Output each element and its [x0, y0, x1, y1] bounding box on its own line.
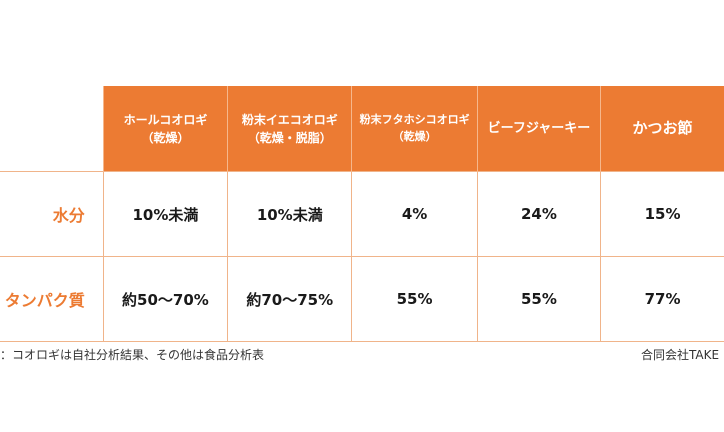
header-line: ビーフジャーキー	[487, 120, 591, 136]
header-line: 粉末フタホシコオロギ	[359, 113, 470, 126]
column-header-beef-jerky: ビーフジャーキー	[476, 86, 601, 172]
table-cell: 55%	[351, 256, 478, 342]
table-cell: 10%未満	[227, 171, 352, 257]
header-row: ホールコオロギ （乾燥） 粉末イエコオロギ （乾燥・脱脂） 粉末フタホシコオロギ…	[0, 86, 724, 172]
table-cell: 約70〜75%	[227, 256, 352, 342]
column-header-katsuobushi: かつお節	[600, 86, 724, 172]
table-cell: 55%	[476, 256, 601, 342]
comparison-table: ホールコオロギ （乾燥） 粉末イエコオロギ （乾燥・脱脂） 粉末フタホシコオロギ…	[0, 86, 724, 342]
table-cell: 10%未満	[102, 171, 228, 257]
table-cell: 4%	[351, 171, 478, 257]
header-line: （乾燥・脱脂）	[247, 130, 332, 145]
company-credit: 合同会社TAKE	[641, 348, 720, 362]
header-line: かつお節	[632, 119, 693, 138]
table-cell: 24%	[476, 171, 601, 257]
header-line: 粉末イエコオロギ	[241, 112, 338, 127]
table-cell: 15%	[600, 171, 724, 257]
comparison-table-container: ホールコオロギ （乾燥） 粉末イエコオロギ （乾燥・脱脂） 粉末フタホシコオロギ…	[0, 86, 724, 342]
table-row-protein: タンパク質 約50〜70% 約70〜75% 55% 55% 77%	[0, 256, 724, 342]
header-line: ホールコオロギ	[123, 112, 208, 127]
column-header-two-spotted-cricket-powder: 粉末フタホシコオロギ （乾燥）	[351, 86, 478, 172]
table-cell: 77%	[600, 256, 724, 342]
column-header-house-cricket-powder: 粉末イエコオロギ （乾燥・脱脂）	[227, 86, 352, 172]
header-line: （乾燥）	[392, 129, 437, 143]
column-header-whole-cricket: ホールコオロギ （乾燥）	[102, 86, 228, 172]
table-row-moisture: 水分 10%未満 10%未満 4% 24% 15%	[0, 171, 724, 257]
row-label: タンパク質	[0, 256, 104, 342]
table-cell: 約50〜70%	[102, 256, 228, 342]
source-note: 典：コオロギは自社分析結果、その他は食品分析表	[0, 348, 265, 362]
row-label: 水分	[0, 171, 104, 257]
corner-cell	[0, 86, 104, 172]
header-line: （乾燥）	[141, 130, 190, 145]
